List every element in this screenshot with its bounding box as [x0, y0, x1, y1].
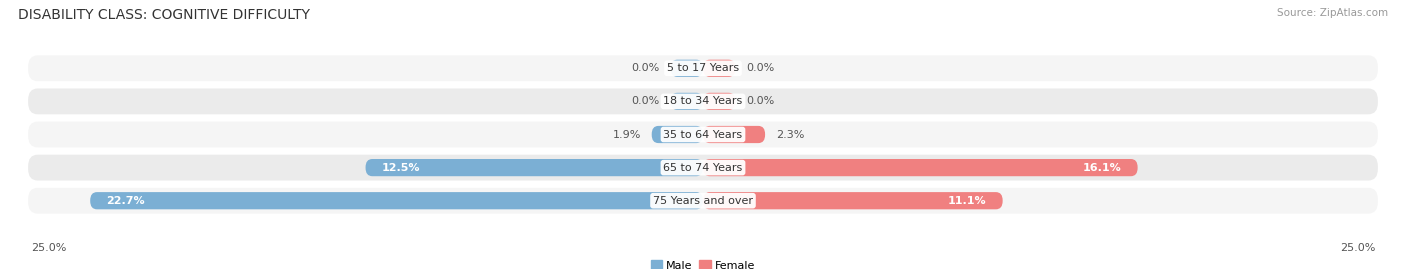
Text: 2.3%: 2.3% — [776, 129, 804, 140]
FancyBboxPatch shape — [366, 159, 703, 176]
Text: 0.0%: 0.0% — [747, 96, 775, 107]
FancyBboxPatch shape — [28, 188, 1378, 214]
Text: 11.1%: 11.1% — [948, 196, 987, 206]
Text: 18 to 34 Years: 18 to 34 Years — [664, 96, 742, 107]
Text: 0.0%: 0.0% — [631, 96, 659, 107]
Text: 0.0%: 0.0% — [747, 63, 775, 73]
FancyBboxPatch shape — [28, 55, 1378, 81]
FancyBboxPatch shape — [28, 122, 1378, 147]
FancyBboxPatch shape — [703, 192, 1002, 209]
FancyBboxPatch shape — [28, 89, 1378, 114]
FancyBboxPatch shape — [652, 126, 703, 143]
FancyBboxPatch shape — [90, 192, 703, 209]
Text: 1.9%: 1.9% — [613, 129, 641, 140]
Text: 22.7%: 22.7% — [107, 196, 145, 206]
Text: 0.0%: 0.0% — [631, 63, 659, 73]
Text: 25.0%: 25.0% — [1340, 243, 1375, 253]
FancyBboxPatch shape — [703, 60, 735, 77]
Legend: Male, Female: Male, Female — [647, 256, 759, 269]
FancyBboxPatch shape — [703, 126, 765, 143]
Text: 5 to 17 Years: 5 to 17 Years — [666, 63, 740, 73]
FancyBboxPatch shape — [671, 93, 703, 110]
FancyBboxPatch shape — [703, 159, 1137, 176]
Text: 25.0%: 25.0% — [31, 243, 66, 253]
Text: 16.1%: 16.1% — [1083, 162, 1122, 173]
Text: 35 to 64 Years: 35 to 64 Years — [664, 129, 742, 140]
Text: 65 to 74 Years: 65 to 74 Years — [664, 162, 742, 173]
Text: 75 Years and over: 75 Years and over — [652, 196, 754, 206]
Text: Source: ZipAtlas.com: Source: ZipAtlas.com — [1277, 8, 1388, 18]
FancyBboxPatch shape — [28, 155, 1378, 180]
FancyBboxPatch shape — [703, 93, 735, 110]
Text: 12.5%: 12.5% — [382, 162, 420, 173]
Text: DISABILITY CLASS: COGNITIVE DIFFICULTY: DISABILITY CLASS: COGNITIVE DIFFICULTY — [18, 8, 311, 22]
FancyBboxPatch shape — [671, 60, 703, 77]
